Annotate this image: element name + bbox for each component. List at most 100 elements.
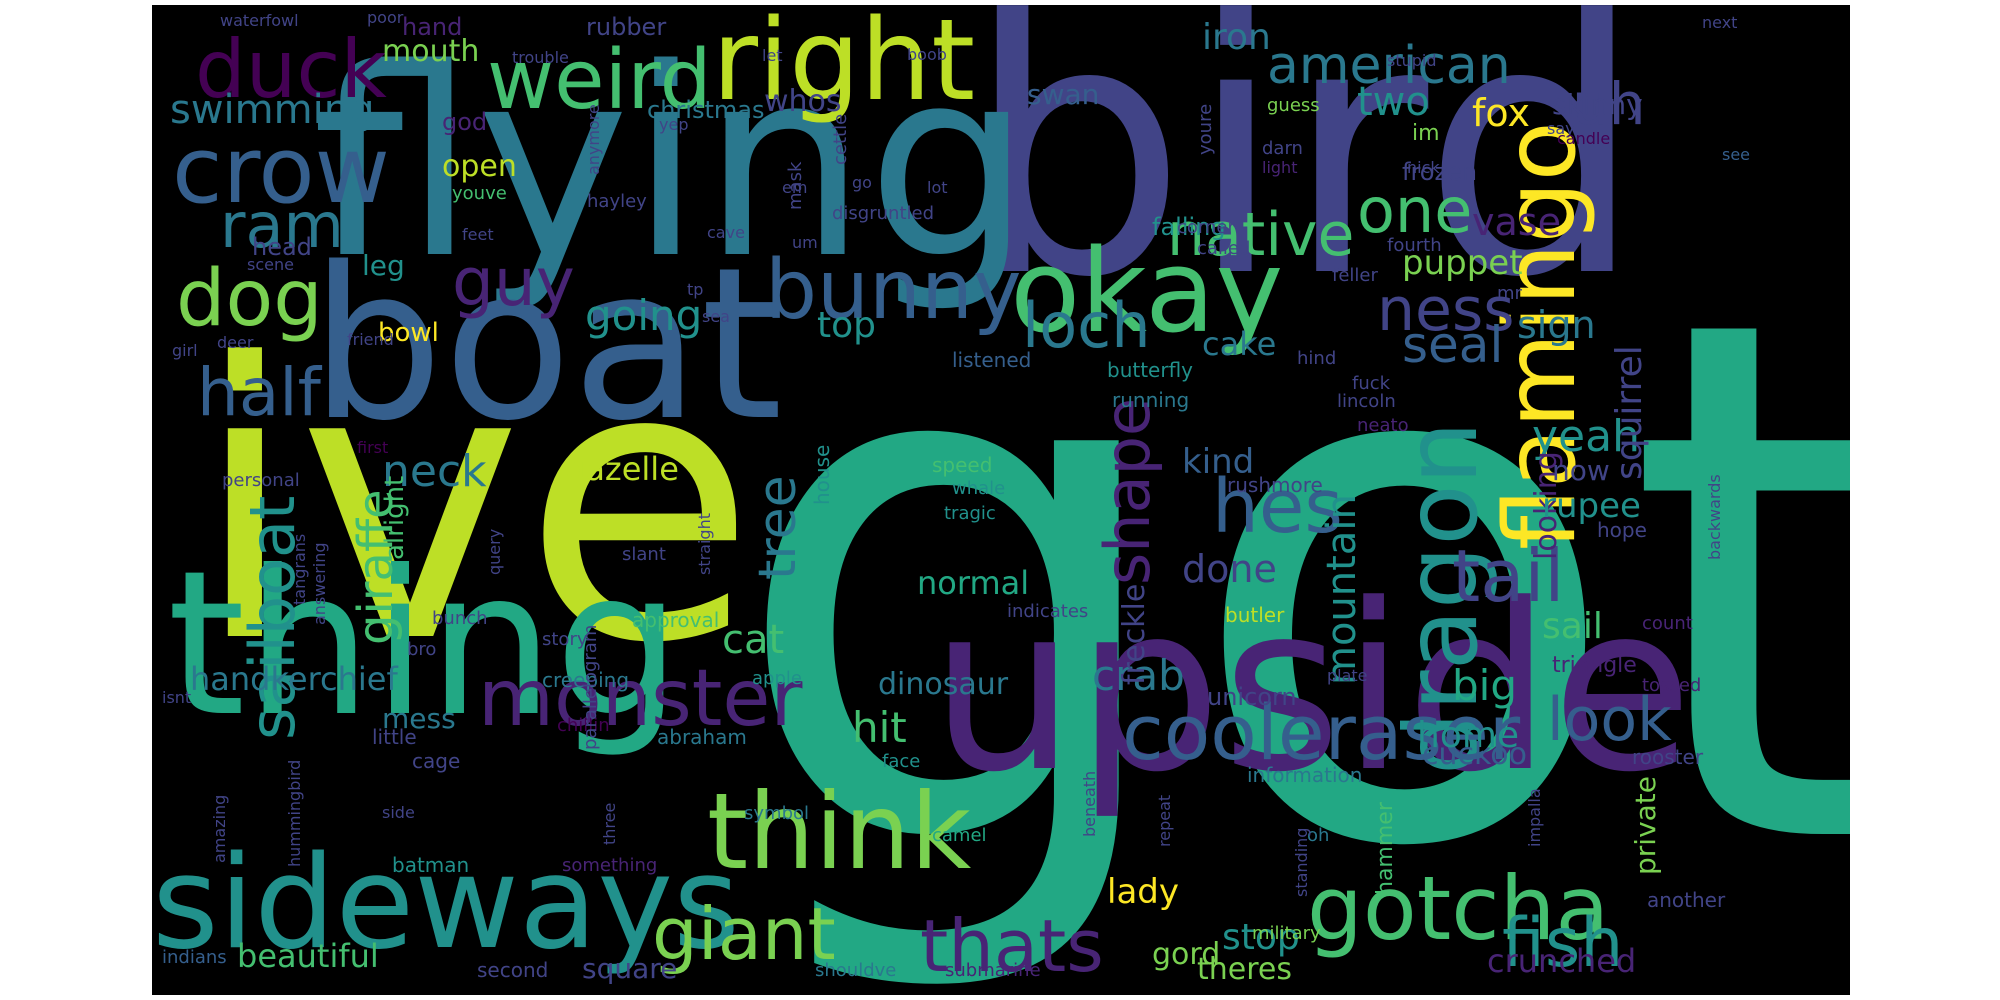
word-129: rooster <box>1632 745 1704 769</box>
word-138: hind <box>1297 348 1337 369</box>
word-113: abraham <box>657 725 747 749</box>
word-48: handkerchief <box>190 660 398 698</box>
word-41: neck <box>382 446 487 497</box>
word-29: hes <box>1212 464 1343 550</box>
word-123: submarine <box>945 960 1041 981</box>
word-172: sea <box>702 307 730 326</box>
word-192: indicates <box>1007 601 1089 622</box>
word-93: head <box>252 233 312 261</box>
word-126: military <box>1252 923 1321 944</box>
word-25: guy <box>452 244 575 321</box>
word-99: im <box>1412 121 1440 146</box>
word-147: stupid <box>1387 51 1437 70</box>
word-155: poor <box>367 8 404 27</box>
word-94: hand <box>402 13 463 41</box>
word-107: whale <box>952 478 1006 499</box>
word-90: unicorn <box>1207 683 1297 711</box>
word-150: next <box>1702 13 1738 32</box>
word-55: rupee <box>1542 486 1641 526</box>
word-156: let <box>762 46 783 65</box>
word-49: gazelle <box>565 450 679 488</box>
word-8: think <box>707 771 972 893</box>
word-0: got <box>727 166 1850 995</box>
word-1: ive <box>192 283 757 726</box>
word-118: symbol <box>744 803 810 824</box>
word-168: feet <box>462 225 494 244</box>
word-114: chillin <box>557 715 610 736</box>
word-21: giant <box>652 892 836 976</box>
word-97: falling <box>1152 213 1226 241</box>
word-135: lincoln <box>1337 391 1396 412</box>
word-153: trouble <box>512 48 569 67</box>
word-174: girl <box>172 341 198 360</box>
word-52: done <box>1182 547 1277 591</box>
word-78: leg <box>362 249 405 282</box>
word-194: repeat <box>1155 794 1174 847</box>
word-50: yeah <box>1532 411 1640 462</box>
word-182: straight <box>695 512 714 575</box>
word-20: cooleraser <box>1122 688 1521 777</box>
word-84: square <box>582 952 678 985</box>
word-77: swan <box>1027 78 1100 111</box>
word-30: tail <box>1452 534 1565 618</box>
word-86: now <box>1552 454 1610 487</box>
word-197: plate <box>1327 666 1368 685</box>
word-43: tree <box>748 475 808 580</box>
word-28: american <box>1267 36 1511 96</box>
word-173: scene <box>247 255 294 274</box>
word-15: bunny <box>765 243 1022 338</box>
word-178: personal <box>222 470 300 491</box>
word-148: say <box>1547 119 1575 138</box>
word-62: vase <box>1472 200 1561 244</box>
word-57: big <box>1452 661 1517 710</box>
word-100: mr <box>1497 283 1522 304</box>
word-64: sign <box>1517 303 1596 347</box>
word-149: candle <box>1557 129 1611 148</box>
word-4: boat <box>310 222 783 467</box>
word-61: fox <box>1472 91 1530 135</box>
word-11: crow <box>172 117 390 224</box>
word-56: sail <box>1542 606 1603 647</box>
word-180: query <box>485 528 504 575</box>
word-101: information <box>1247 763 1363 787</box>
word-185: bunch <box>432 608 488 629</box>
word-103: listened <box>952 348 1032 372</box>
word-13: dog <box>176 254 323 344</box>
word-119: camel <box>932 825 987 846</box>
word-73: iron <box>1202 17 1271 58</box>
word-80: mess <box>382 702 456 735</box>
word-35: sailboat <box>236 495 309 740</box>
word-183: tangrans <box>290 533 309 605</box>
word-134: rushmore <box>1227 473 1323 497</box>
word-137: fuck <box>1352 373 1391 394</box>
word-111: creeping <box>542 668 630 692</box>
word-81: theres <box>1197 952 1292 987</box>
word-2: bird <box>965 5 1645 354</box>
word-63: puppet <box>1402 243 1523 283</box>
word-187: isnt <box>162 688 192 707</box>
word-165: youve <box>452 183 507 204</box>
word-198: backwards <box>1705 474 1724 560</box>
word-85: skinny <box>1552 88 1643 121</box>
word-76: whos <box>764 84 842 119</box>
word-58: home <box>1417 715 1520 756</box>
word-176: friend <box>347 330 394 349</box>
word-96: alright <box>380 475 410 560</box>
word-95: rubber <box>586 13 667 41</box>
word-144: light <box>1262 158 1298 177</box>
word-26: native <box>1167 200 1355 270</box>
word-87: private <box>1629 776 1662 875</box>
word-51: kind <box>1182 442 1255 482</box>
word-71: freckle <box>1117 583 1152 685</box>
word-115: cage <box>412 749 461 773</box>
word-79: bowl <box>378 318 439 348</box>
word-108: tragic <box>944 503 996 524</box>
word-191: three <box>600 802 619 845</box>
word-3: flying <box>312 14 1032 316</box>
word-45: crab <box>1092 651 1185 700</box>
word-104: butterfly <box>1107 358 1194 382</box>
word-109: approval <box>632 608 720 632</box>
word-44: mountain <box>1319 494 1365 685</box>
word-151: see <box>1722 145 1751 164</box>
word-14: weird <box>487 33 712 128</box>
